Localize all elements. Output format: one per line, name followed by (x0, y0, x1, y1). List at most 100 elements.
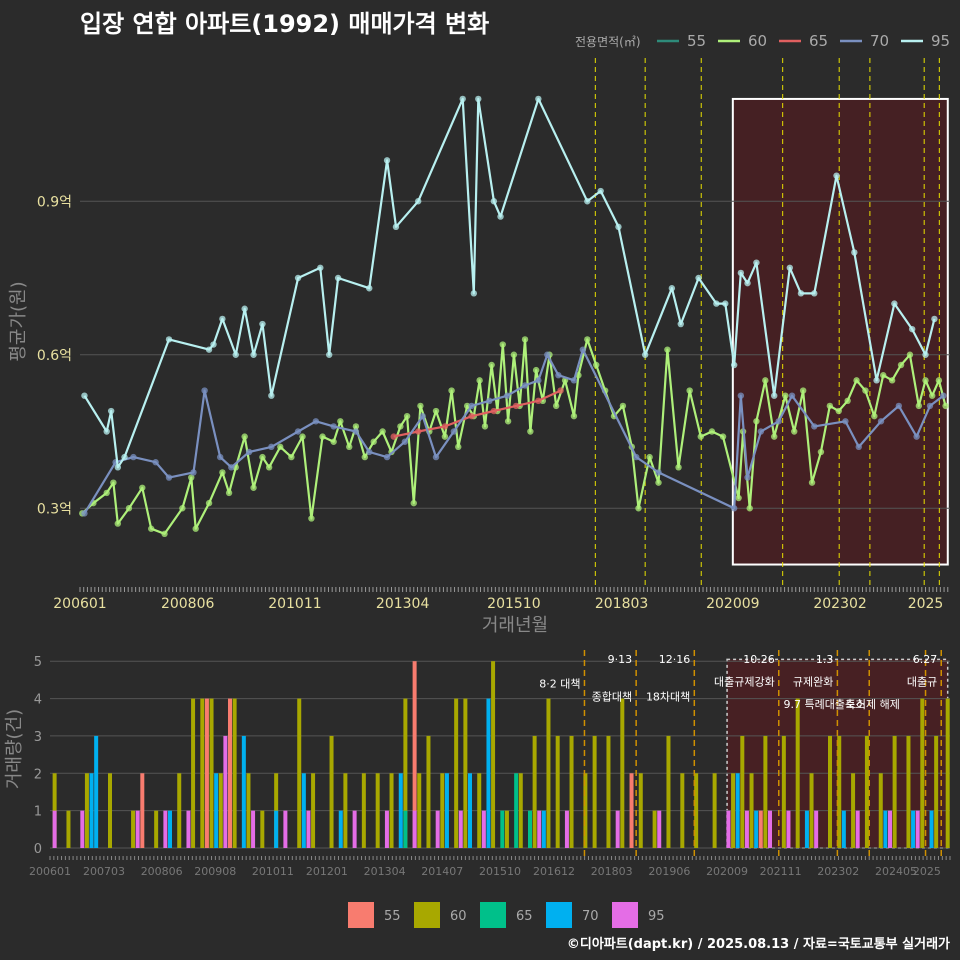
legend-label-95: 95 (648, 909, 665, 924)
data-point-60 (441, 433, 449, 440)
data-point-95 (771, 392, 778, 399)
data-point-60 (799, 387, 807, 394)
data-point-95 (470, 290, 478, 297)
legend-key-95 (612, 902, 638, 928)
bar-95 (855, 810, 860, 848)
data-point-70 (940, 392, 947, 399)
data-point-60 (148, 525, 155, 532)
data-point-60 (753, 418, 760, 425)
data-point-95 (833, 172, 840, 179)
data-point-70 (555, 372, 562, 379)
bar-60 (934, 735, 939, 848)
policy-date: 6.27 (913, 653, 938, 666)
bar-60 (477, 773, 482, 848)
data-point-70 (366, 448, 373, 456)
data-point-60 (476, 377, 483, 384)
chart-title: 입장 연합 아파트(1992) 매매가격 변화 (80, 10, 490, 38)
bar-60 (532, 735, 537, 848)
bar-60 (191, 698, 196, 848)
data-point-95 (165, 336, 173, 343)
data-point-60 (337, 418, 344, 425)
data-point-95 (259, 320, 266, 328)
bar-55 (140, 773, 145, 848)
bar-60 (878, 773, 883, 848)
data-point-60 (655, 479, 662, 486)
data-point-60 (481, 423, 489, 430)
data-point-60 (791, 428, 798, 435)
data-point-70 (811, 423, 818, 430)
bar-95 (615, 810, 620, 848)
bar-60 (66, 810, 71, 848)
data-point-70 (535, 377, 542, 384)
bar-60 (749, 773, 754, 848)
x-tick-label: 201011 (252, 865, 294, 878)
y-tick-label: 4 (34, 693, 42, 708)
bar-60 (518, 773, 523, 848)
data-point-70 (228, 464, 235, 471)
data-point-95 (908, 325, 916, 333)
data-point-60 (499, 341, 506, 348)
data-point-70 (877, 418, 885, 425)
data-point-60 (686, 387, 693, 394)
bar-95 (80, 810, 85, 848)
data-point-65 (390, 433, 397, 440)
data-point-60 (188, 474, 195, 481)
bar-60 (297, 698, 302, 848)
data-point-95 (232, 351, 239, 358)
data-point-70 (190, 469, 197, 476)
data-point-70 (486, 397, 493, 405)
bar-95 (481, 810, 486, 848)
x-tick-label: 2025 (913, 865, 941, 878)
data-point-60 (504, 418, 512, 425)
bar-70 (398, 773, 403, 848)
data-point-60 (862, 387, 869, 394)
data-point-95 (873, 377, 880, 384)
data-point-60 (125, 505, 133, 512)
data-point-70 (757, 428, 765, 435)
data-point-60 (432, 407, 440, 415)
bar-60 (329, 735, 334, 848)
x-tick-label: 200806 (141, 865, 183, 878)
source-footer: ©디아파트(dapt.kr) / 2025.08.13 / 자료=국토교통부 실… (566, 937, 950, 952)
bar-60 (795, 698, 800, 848)
data-point-70 (81, 510, 88, 517)
data-point-95 (317, 264, 324, 271)
data-point-60 (521, 336, 529, 343)
data-point-70 (432, 453, 440, 461)
data-point-60 (844, 397, 851, 405)
data-point-60 (219, 469, 226, 476)
data-point-95 (415, 198, 422, 205)
bar-95 (814, 810, 819, 848)
data-point-60 (762, 377, 769, 384)
data-point-60 (635, 505, 642, 512)
bar-70 (486, 698, 491, 848)
x-tick-label: 2025 (908, 596, 944, 612)
y-tick-label: 0 (34, 842, 42, 857)
bar-70 (754, 810, 759, 848)
legend-label-55: 55 (687, 32, 706, 50)
bar-95 (726, 810, 731, 848)
y-tick-label: 1 (34, 805, 42, 820)
legend-key-55 (348, 902, 374, 928)
data-point-95 (210, 341, 217, 348)
data-point-60 (708, 428, 716, 435)
x-tick-label: 200908 (194, 865, 236, 878)
bar-60 (666, 735, 671, 848)
bar-95 (223, 735, 228, 848)
bar-60 (740, 735, 745, 848)
bar-55 (629, 773, 634, 848)
bar-60 (920, 698, 925, 848)
data-point-60 (853, 377, 860, 384)
policy-label: 규제완화 (793, 675, 833, 688)
legend-key-70 (546, 902, 572, 928)
data-point-95 (597, 187, 604, 195)
data-point-65 (490, 407, 498, 415)
bar-60 (454, 698, 459, 848)
bar-70 (883, 810, 888, 848)
bar-60 (154, 810, 159, 848)
data-point-65 (415, 428, 422, 435)
data-point-70 (419, 412, 426, 420)
bar-95 (352, 810, 357, 848)
data-point-95 (535, 95, 542, 103)
bar-70 (89, 773, 94, 848)
